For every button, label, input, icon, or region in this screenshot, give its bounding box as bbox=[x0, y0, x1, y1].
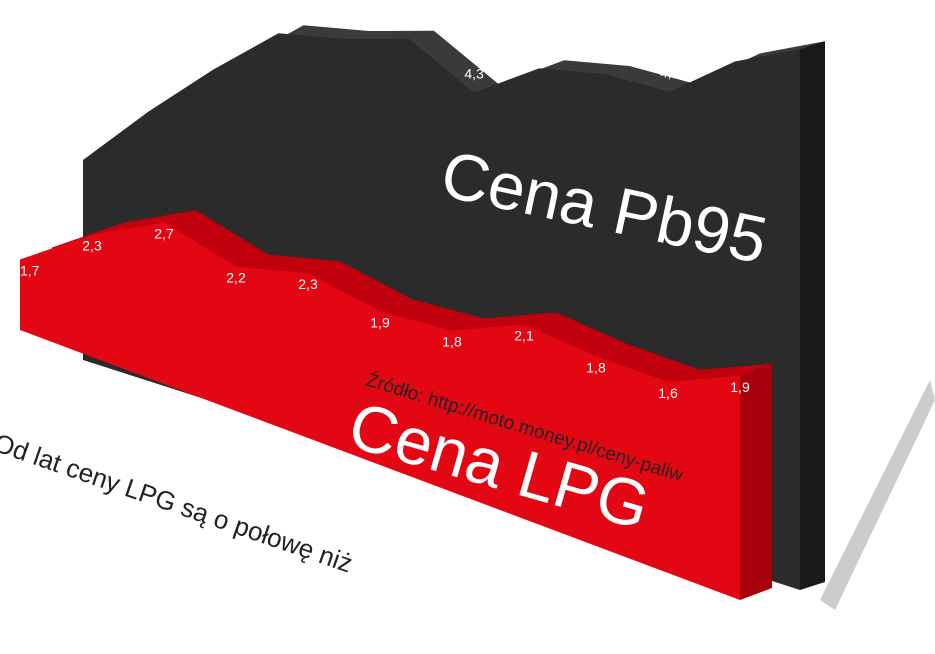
data-label: 2,7 bbox=[154, 225, 174, 241]
data-label: 5,4 bbox=[334, 12, 354, 28]
data-label: 2,3 bbox=[298, 276, 318, 292]
data-label: 4,4 bbox=[595, 47, 615, 63]
data-label: 1,9 bbox=[730, 379, 750, 395]
data-label: 2,2 bbox=[226, 270, 246, 286]
data-label: 3,8 bbox=[83, 133, 103, 149]
area-side bbox=[740, 363, 772, 600]
caption: Od lat ceny LPG są o połowę niż bbox=[0, 427, 356, 578]
data-label: 4,5 bbox=[138, 85, 158, 101]
data-label: 4,4 bbox=[725, 34, 745, 50]
data-label: 1,7 bbox=[20, 262, 40, 278]
area bbox=[20, 222, 740, 601]
data-label: 4,6 bbox=[530, 41, 550, 57]
data-label: 4,0 bbox=[660, 65, 680, 81]
data-label: 1,9 bbox=[370, 314, 390, 330]
data-label: 1,6 bbox=[658, 385, 678, 401]
data-label: 1,8 bbox=[442, 334, 462, 350]
data-label: 4,3 bbox=[464, 65, 484, 81]
data-label: 5,6 bbox=[269, 6, 289, 22]
data-label: 1,8 bbox=[586, 359, 606, 375]
data-label: 5,3 bbox=[399, 12, 419, 28]
data-label: 2,3 bbox=[82, 238, 102, 254]
plot: 3,8 4,5 5,1 5,6 5,4 5,3 4,3 4,6 4,4 4,0 4,4 4,5 1,7 2… bbox=[20, 6, 825, 601]
shadow bbox=[820, 380, 935, 610]
data-label: 4,5 bbox=[790, 22, 810, 38]
data-label: 5,1 bbox=[204, 43, 224, 59]
area-side bbox=[800, 41, 825, 590]
data-label: 2,1 bbox=[514, 327, 534, 343]
